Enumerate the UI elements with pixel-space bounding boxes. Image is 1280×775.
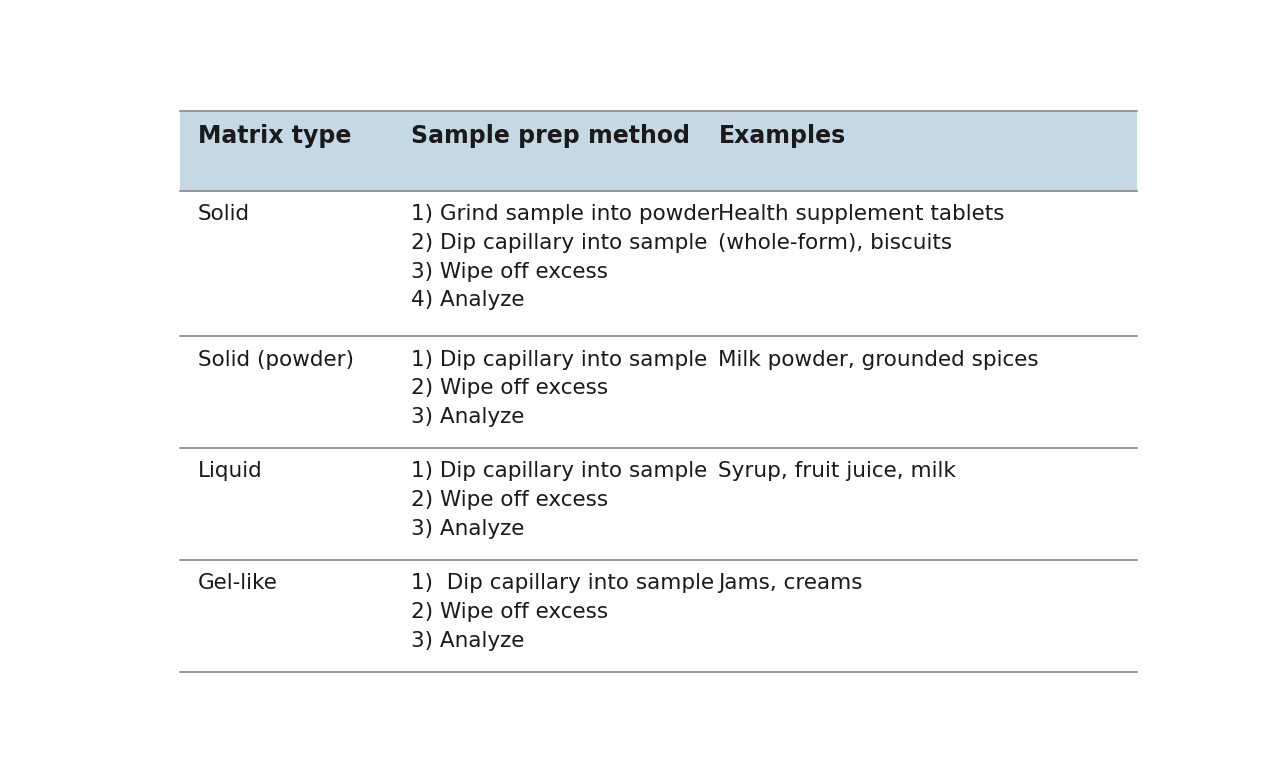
Text: 1) Grind sample into powder
2) Dip capillary into sample
3) Wipe off excess
4) A: 1) Grind sample into powder 2) Dip capil… (411, 204, 719, 310)
Text: Milk powder, grounded spices: Milk powder, grounded spices (718, 350, 1039, 370)
Text: 1)  Dip capillary into sample
2) Wipe off excess
3) Analyze: 1) Dip capillary into sample 2) Wipe off… (411, 574, 714, 651)
Text: 1) Dip capillary into sample
2) Wipe off excess
3) Analyze: 1) Dip capillary into sample 2) Wipe off… (411, 461, 708, 539)
Text: Health supplement tablets
(whole-form), biscuits: Health supplement tablets (whole-form), … (718, 204, 1005, 253)
Text: Sample prep method: Sample prep method (411, 124, 690, 148)
Bar (179, 111, 1137, 191)
Text: Liquid: Liquid (197, 461, 262, 481)
Text: Examples: Examples (718, 124, 846, 148)
Text: Matrix type: Matrix type (197, 124, 351, 148)
Text: 1) Dip capillary into sample
2) Wipe off excess
3) Analyze: 1) Dip capillary into sample 2) Wipe off… (411, 350, 708, 427)
Text: Gel-like: Gel-like (197, 574, 278, 593)
Text: Syrup, fruit juice, milk: Syrup, fruit juice, milk (718, 461, 956, 481)
Text: Solid: Solid (197, 204, 250, 224)
Text: Jams, creams: Jams, creams (718, 574, 863, 593)
Text: Solid (powder): Solid (powder) (197, 350, 353, 370)
